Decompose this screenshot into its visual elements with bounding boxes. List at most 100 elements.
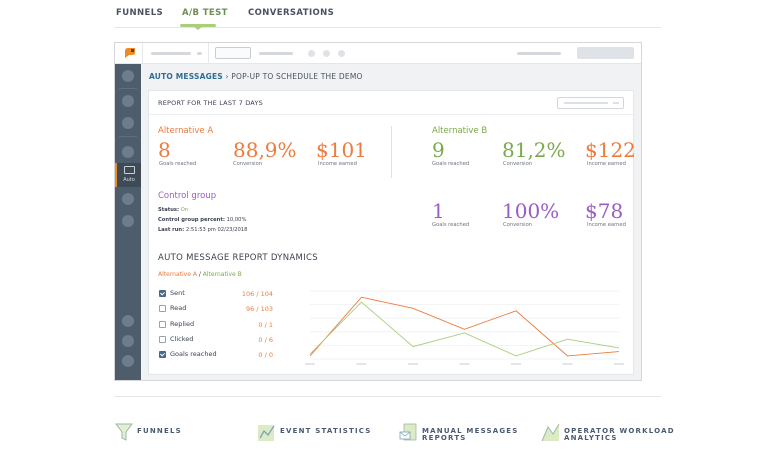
metric-checkbox[interactable]: [159, 290, 166, 297]
metric-label: Replied: [170, 320, 195, 328]
toolbar-placeholder: [259, 52, 293, 55]
sidebar-item-reports[interactable]: [122, 193, 134, 205]
status-dot-icon[interactable]: [308, 50, 315, 57]
alternative-a-goals-label: Goals reached: [159, 161, 197, 167]
last-run-value: 2:51:53 pm 02/23/2018: [185, 227, 248, 233]
alternatives-divider: [391, 126, 392, 178]
metric-value: 96 / 103: [213, 305, 273, 313]
metric-checkbox[interactable]: [159, 336, 166, 343]
control-conversion-label: Conversion: [503, 222, 533, 228]
metric-value-b: 103: [260, 305, 273, 313]
sidebar-item-leads[interactable]: [122, 117, 134, 129]
alternative-b-goals-label: Goals reached: [432, 161, 470, 167]
alternative-b-income-label: Income earned: [587, 161, 626, 167]
chevron-down-icon: [613, 102, 619, 104]
tab-ab-test[interactable]: A/B TEST: [182, 8, 228, 18]
sidebar-item-help[interactable]: [122, 335, 134, 347]
app-toolbar: [115, 43, 641, 64]
active-tab-pointer: [193, 26, 203, 30]
report-header: REPORT FOR THE LAST 7 DAYS: [149, 91, 633, 115]
metric-value-separator: /: [262, 321, 269, 329]
metric-value-b: 1: [268, 321, 273, 329]
alternative-a-goals: 8: [158, 138, 171, 162]
status-dot-icon[interactable]: [338, 50, 345, 57]
alternative-a-conversion: 88,9%: [233, 138, 297, 162]
metric-value-b: 0: [268, 351, 273, 359]
footer-label: EVENT STATISTICS: [280, 427, 372, 435]
alternative-b-conversion-label: Conversion: [503, 161, 533, 167]
alternative-b-income: $122: [585, 138, 636, 162]
app-window: Auto AUTO MESSAGES › POP-UP TO SCHEDULE …: [114, 42, 642, 381]
breadcrumb-current: › POP-UP TO SCHEDULE THE DEMO: [225, 72, 363, 81]
x-tick-placeholder: [511, 363, 521, 365]
footer-label: MANUAL MESSAGES: [422, 427, 519, 435]
tab-funnels[interactable]: FUNNELS: [116, 8, 164, 18]
alternative-a-income-label: Income earned: [318, 161, 357, 167]
metric-value-separator: /: [262, 351, 269, 359]
legend-alternative-a: Alternative A: [158, 271, 197, 278]
metric-value-a: 0: [258, 336, 263, 344]
status-dot-icon[interactable]: [323, 50, 330, 57]
metric-value: 106 / 104: [213, 290, 273, 298]
monitor-icon: [124, 166, 135, 174]
metric-value-a: 0: [258, 351, 263, 359]
x-tick-placeholder: [562, 363, 573, 365]
project-selector[interactable]: [151, 52, 191, 55]
alternative-b-title: Alternative B: [432, 126, 488, 136]
series-line-alternative-a: [309, 296, 620, 357]
x-tick-placeholder: [614, 363, 624, 365]
report-card: REPORT FOR THE LAST 7 DAYS Alternative A…: [148, 90, 636, 375]
alternative-a-title: Alternative A: [158, 126, 214, 136]
dynamics-legend: Alternative A / Alternative B: [158, 271, 242, 278]
toggle-switch[interactable]: [215, 47, 251, 59]
period-select[interactable]: [557, 97, 624, 109]
metric-checkbox[interactable]: [159, 351, 166, 358]
dynamics-chart: [305, 290, 624, 365]
metric-checkbox[interactable]: [159, 305, 166, 312]
breadcrumb-root[interactable]: AUTO MESSAGES: [149, 72, 223, 81]
x-tick-placeholder: [356, 363, 367, 365]
control-goals: 1: [432, 199, 445, 223]
sidebar-item-profile[interactable]: [122, 355, 134, 367]
chevron-down-icon[interactable]: [197, 52, 202, 55]
workload-chart-icon: [541, 423, 560, 442]
control-group-percent: Control group percent: 10,00%: [158, 217, 246, 223]
dynamics-title: AUTO MESSAGE REPORT DYNAMICS: [158, 253, 318, 263]
sidebar-item-label: Auto: [123, 177, 135, 183]
legend-alternative-b: Alternative B: [202, 271, 242, 278]
sidebar: Auto: [115, 64, 141, 380]
metric-value: 0 / 0: [213, 351, 273, 359]
sidebar-item-settings[interactable]: [122, 315, 134, 327]
tab-conversations[interactable]: CONVERSATIONS: [248, 8, 335, 18]
status-value: On: [180, 207, 189, 213]
metric-label: Goals reached: [170, 350, 217, 358]
breadcrumb: AUTO MESSAGES › POP-UP TO SCHEDULE THE D…: [149, 72, 363, 81]
top-tab-bar: FUNNELS A/B TEST CONVERSATIONS: [114, 0, 661, 30]
metric-value-separator: /: [262, 336, 269, 344]
sidebar-divider: [119, 136, 137, 137]
metric-value-separator: /: [254, 305, 261, 313]
alternative-a-conversion-label: Conversion: [233, 161, 263, 167]
app-logo-icon: [124, 47, 136, 59]
metric-value-b: 6: [268, 336, 273, 344]
sidebar-item-home[interactable]: [122, 70, 134, 82]
metric-checkbox[interactable]: [159, 321, 166, 328]
control-conversion: 100%: [502, 199, 560, 223]
metric-label: Clicked: [170, 335, 194, 343]
footer-label: FUNNELS: [137, 427, 182, 435]
metric-value: 0 / 1: [213, 321, 273, 329]
sidebar-item-messages[interactable]: [122, 146, 134, 158]
x-tick-placeholder: [305, 363, 315, 365]
control-group-last-run: Last run: 2:51:53 pm 02/23/2018: [158, 227, 247, 233]
toolbar-divider: [208, 43, 209, 64]
metric-value-a: 96: [245, 305, 255, 313]
sidebar-item-auto[interactable]: Auto: [115, 163, 141, 187]
sidebar-item-knowledge[interactable]: [122, 215, 134, 227]
funnel-icon: [115, 423, 133, 441]
x-tick-placeholder: [459, 363, 470, 365]
legend-separator: /: [196, 271, 203, 278]
sidebar-item-chats[interactable]: [122, 95, 134, 107]
toolbar-action-button[interactable]: [577, 47, 634, 59]
metric-value: 0 / 6: [213, 336, 273, 344]
status-label: Status:: [158, 207, 180, 213]
